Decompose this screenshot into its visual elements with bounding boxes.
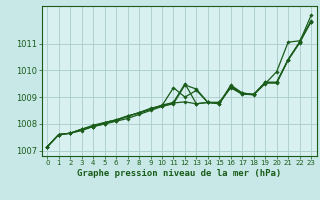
X-axis label: Graphe pression niveau de la mer (hPa): Graphe pression niveau de la mer (hPa) bbox=[77, 169, 281, 178]
